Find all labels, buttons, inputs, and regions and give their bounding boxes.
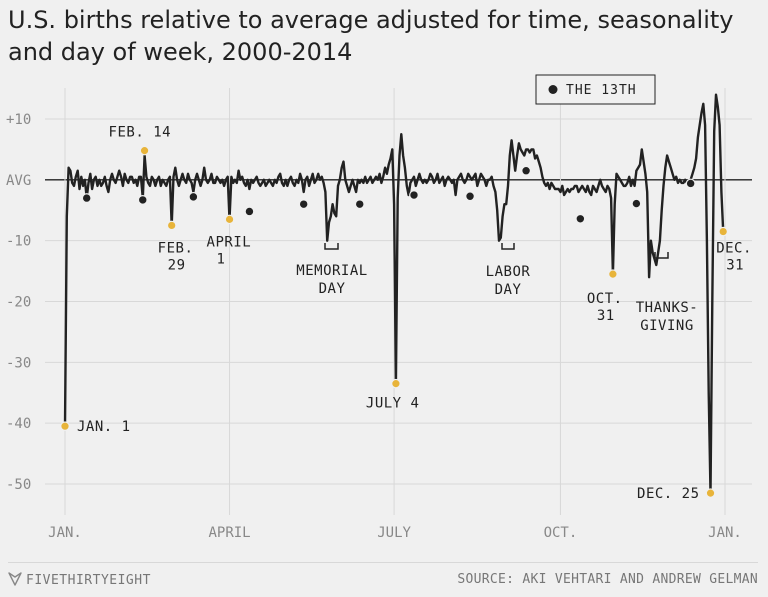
brand-name: FIVETHIRTYEIGHT — [26, 573, 151, 588]
thirteenth-point — [631, 198, 642, 209]
thirteenth-point — [575, 213, 586, 224]
y-tick-label: -30 — [6, 355, 31, 371]
thirteenth-point — [137, 195, 148, 205]
x-tick-label: JAN. — [48, 525, 82, 541]
y-tick-label: +10 — [6, 112, 31, 128]
y-tick-label: -50 — [6, 477, 31, 493]
thirteenth-point — [244, 206, 255, 217]
holiday-point — [391, 378, 401, 389]
thirteenth-point — [354, 199, 365, 210]
x-tick-label: APRIL — [208, 525, 250, 541]
legend-thirteenth-marker — [548, 85, 558, 94]
y-tick-label: -40 — [6, 416, 31, 432]
x-tick-label: JULY — [377, 525, 411, 541]
holiday-point — [60, 421, 70, 432]
annotation-label: MEMORIAL DAY — [296, 263, 367, 297]
y-tick-label: AVG — [6, 173, 31, 189]
axis-layer: +10 AVG -10 -20 -30 -40 -50 JAN. APRIL JULY OCT. JA… — [6, 112, 742, 541]
thirteenth-point — [685, 178, 696, 189]
holiday-label: FEB. 29 — [158, 240, 194, 273]
holiday-label: FEB. 14 — [109, 125, 172, 141]
thirteenth-point — [188, 191, 199, 202]
thirteenth-point — [81, 193, 92, 203]
annotation-label: THANKS-GIVING — [636, 300, 699, 334]
holiday-point — [224, 214, 235, 225]
x-tick-label: OCT. — [544, 525, 578, 541]
legend: THE 13TH — [535, 74, 656, 105]
y-tick-label: -20 — [6, 295, 31, 311]
x-tick-label: JAN. — [708, 525, 742, 541]
annotation-bracket — [654, 252, 669, 259]
thirteenth-point — [521, 165, 531, 176]
annotation-bracket — [324, 243, 339, 250]
thirteenth-point — [465, 191, 475, 202]
dot-layer — [60, 145, 728, 498]
footer-brand: FIVETHIRTYEIGHT — [8, 572, 151, 588]
y-tick-label: -10 — [6, 234, 31, 250]
holiday-point — [139, 145, 150, 156]
holiday-label: JAN. 1 — [77, 419, 131, 435]
thirteenth-point — [298, 199, 309, 210]
thirteenth-point — [409, 190, 419, 200]
fox-logo-icon — [8, 572, 22, 586]
holiday-label: OCT. 31 — [587, 291, 623, 324]
annotation-brackets — [324, 243, 669, 259]
holiday-point — [705, 488, 716, 498]
annotation-bracket — [501, 243, 515, 250]
chart-title: U.S. births relative to average adjusted… — [8, 6, 734, 66]
footer-divider — [8, 562, 758, 563]
annotation-label: LABOR DAY — [486, 264, 531, 298]
holiday-label: JULY 4 — [366, 396, 420, 412]
holiday-point — [718, 226, 728, 237]
holiday-point — [166, 220, 177, 231]
legend-label: THE 13TH — [566, 83, 637, 98]
label-layer: JAN. 1 FEB. 14 FEB. 29 APRIL 1 JULY 4 OCT. 31 DEC… — [77, 125, 752, 502]
holiday-label: DEC. 31 — [716, 241, 752, 274]
holiday-label: APRIL 1 — [207, 234, 252, 267]
holiday-label: DEC. 25 — [637, 486, 700, 502]
series-line — [63, 93, 725, 495]
holiday-point — [608, 269, 618, 279]
source-note: SOURCE: AKI VEHTARI AND ANDREW GELMAN — [457, 572, 758, 587]
